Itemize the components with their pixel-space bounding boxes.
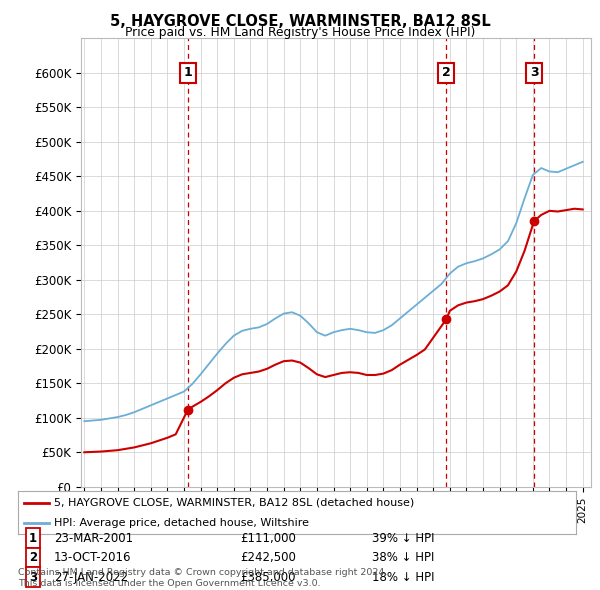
Text: HPI: Average price, detached house, Wiltshire: HPI: Average price, detached house, Wilt… [54,518,309,528]
Text: Price paid vs. HM Land Registry's House Price Index (HPI): Price paid vs. HM Land Registry's House … [125,26,475,39]
Text: 2: 2 [29,551,37,564]
Text: 1: 1 [183,66,192,79]
Text: 27-JAN-2022: 27-JAN-2022 [54,571,128,584]
Text: Contains HM Land Registry data © Crown copyright and database right 2024.
This d: Contains HM Land Registry data © Crown c… [18,568,388,588]
Text: £111,000: £111,000 [240,532,296,545]
Text: 3: 3 [29,571,37,584]
Text: 39% ↓ HPI: 39% ↓ HPI [372,532,434,545]
Text: 3: 3 [530,66,538,79]
Text: £385,000: £385,000 [240,571,296,584]
Text: £242,500: £242,500 [240,551,296,564]
Text: 23-MAR-2001: 23-MAR-2001 [54,532,133,545]
Text: 1: 1 [29,532,37,545]
Text: 5, HAYGROVE CLOSE, WARMINSTER, BA12 8SL (detached house): 5, HAYGROVE CLOSE, WARMINSTER, BA12 8SL … [54,498,415,508]
Text: 13-OCT-2016: 13-OCT-2016 [54,551,131,564]
Text: 38% ↓ HPI: 38% ↓ HPI [372,551,434,564]
Text: 18% ↓ HPI: 18% ↓ HPI [372,571,434,584]
Text: 2: 2 [442,66,451,79]
Text: 5, HAYGROVE CLOSE, WARMINSTER, BA12 8SL: 5, HAYGROVE CLOSE, WARMINSTER, BA12 8SL [110,14,490,28]
